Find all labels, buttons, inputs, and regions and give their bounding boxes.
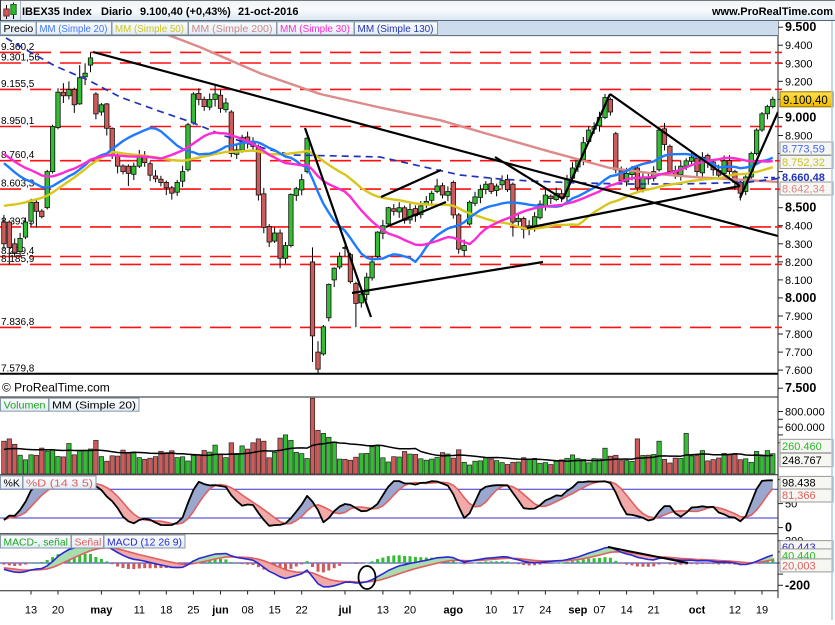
svg-text:12: 12 [729,605,741,617]
svg-text:8.000: 8.000 [785,291,816,305]
svg-text:MM (Simple 30): MM (Simple 30) [280,23,350,35]
svg-text:8.900: 8.900 [785,131,813,143]
svg-text:9.200: 9.200 [785,76,813,88]
svg-text:10: 10 [485,605,497,617]
svg-text:248.767: 248.767 [782,455,822,467]
svg-text:MM (Simple 50): MM (Simple 50) [115,23,184,35]
svg-text:800.000: 800.000 [785,407,825,419]
svg-text:IBEX35 Index: IBEX35 Index [22,6,93,18]
svg-text:MM (Simple 200): MM (Simple 200) [192,23,273,35]
svg-text:sep: sep [568,605,587,617]
svg-text:MM (Simple 20): MM (Simple 20) [52,400,136,412]
svg-text:7.600: 7.600 [785,365,813,377]
svg-text:11: 11 [134,605,145,617]
svg-text:20: 20 [52,605,64,617]
svg-text:81,366: 81,366 [782,490,816,502]
svg-text:8.100: 8.100 [785,275,813,287]
svg-text:-200: -200 [785,578,810,592]
svg-text:8.300: 8.300 [785,239,813,251]
svg-text:13: 13 [25,605,37,617]
svg-text:19: 19 [756,605,768,617]
svg-text:07: 07 [593,605,605,617]
svg-text:9.400: 9.400 [785,40,813,52]
svg-text:%D (14 3 5): %D (14 3 5) [26,477,93,489]
svg-text:Señal: Señal [75,536,102,548]
svg-text:MM (Simple 130): MM (Simple 130) [358,23,434,35]
svg-text:8.500: 8.500 [785,201,816,215]
svg-text:9.500: 9.500 [785,20,816,34]
svg-text:15: 15 [268,605,280,617]
svg-text:18: 18 [160,605,172,617]
svg-text:7.900: 7.900 [785,311,813,323]
svg-text:98.438: 98.438 [782,478,816,490]
svg-text:8.400: 8.400 [785,221,813,233]
svg-text:8.950,1: 8.950,1 [1,116,35,127]
svg-text:08: 08 [241,605,253,617]
svg-text:7.700: 7.700 [785,347,813,359]
svg-text:0: 0 [785,521,792,535]
svg-text:7.500: 7.500 [785,381,816,395]
svg-text:9.100,40: 9.100,40 [783,95,828,107]
svg-text:9.155,5: 9.155,5 [1,79,35,90]
svg-text:8.185,9: 8.185,9 [1,254,35,265]
svg-text:ago: ago [444,605,464,617]
svg-text:22: 22 [296,605,308,617]
svg-text:MACD-, señal: MACD-, señal [4,536,69,548]
svg-text:Precio: Precio [4,23,34,35]
svg-text:jul: jul [338,605,352,617]
svg-text:www.ProRealTime.com: www.ProRealTime.com [711,6,833,18]
svg-text:oct: oct [689,605,706,617]
svg-text:7.800: 7.800 [785,329,813,341]
svg-text:jun: jun [211,605,229,617]
svg-text:13: 13 [377,605,389,617]
svg-text:%K: %K [4,477,20,489]
svg-text:9.300: 9.300 [785,58,813,70]
svg-text:9.100,40 (+0,43%): 9.100,40 (+0,43%) [140,6,231,18]
svg-text:MACD (12 26 9): MACD (12 26 9) [107,536,182,548]
svg-text:21: 21 [648,605,660,617]
svg-text:Diario: Diario [101,6,132,18]
svg-text:24: 24 [539,605,551,617]
svg-text:14: 14 [620,605,632,617]
svg-text:21-oct-2016: 21-oct-2016 [238,6,299,18]
svg-text:7.836,8: 7.836,8 [1,317,35,328]
svg-text:20: 20 [404,605,416,617]
svg-text:600.000: 600.000 [785,422,825,434]
svg-text:25: 25 [187,605,199,617]
svg-text:8.752,32: 8.752,32 [782,157,825,169]
svg-text:17: 17 [512,605,524,617]
svg-text:MM (Simple 20): MM (Simple 20) [40,23,108,35]
svg-text:260.460: 260.460 [782,441,822,453]
svg-text:may: may [90,605,113,617]
svg-text:Volumen: Volumen [4,400,46,412]
svg-text:8.200: 8.200 [785,257,813,269]
svg-text:20,003: 20,003 [782,560,816,572]
svg-text:8.773,59: 8.773,59 [782,144,825,156]
svg-text:9.301,56: 9.301,56 [1,53,40,64]
svg-text:9.000: 9.000 [785,111,816,125]
svg-text:8.642,34: 8.642,34 [782,184,825,196]
svg-text:© ProRealTime.com: © ProRealTime.com [2,381,110,395]
svg-text:7.579,8: 7.579,8 [1,363,35,374]
